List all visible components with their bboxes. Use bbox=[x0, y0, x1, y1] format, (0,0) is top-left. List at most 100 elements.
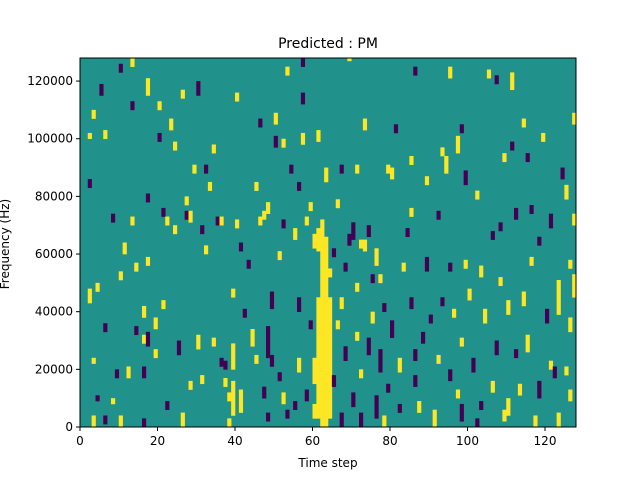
heatmap-cell-low bbox=[514, 207, 519, 220]
heatmap-cell-low bbox=[114, 369, 120, 379]
heatmap-cell-low bbox=[246, 259, 251, 269]
heatmap-cell-low bbox=[386, 383, 391, 393]
heatmap-cell-low bbox=[390, 320, 395, 338]
heatmap-cell-high bbox=[235, 92, 240, 102]
heatmap-cell-high bbox=[87, 132, 92, 140]
heatmap-cell-high bbox=[211, 337, 216, 347]
heatmap-cell-low bbox=[436, 210, 441, 220]
heatmap-cell-high bbox=[281, 392, 286, 405]
heatmap-cell-low bbox=[343, 346, 348, 361]
heatmap-cell-low bbox=[428, 314, 433, 324]
heatmap-cell-high bbox=[362, 118, 368, 131]
heatmap-cell-high bbox=[281, 138, 286, 148]
heatmap-cell-high bbox=[556, 412, 561, 428]
heatmap-cell-low bbox=[219, 357, 224, 367]
heatmap-cell-high bbox=[300, 132, 306, 145]
heatmap-cell-high bbox=[161, 300, 166, 310]
y-tick-label: 80000 bbox=[35, 189, 73, 203]
heatmap-cell-low bbox=[548, 213, 554, 229]
heatmap-cell-high bbox=[444, 156, 449, 174]
heatmap-cell-high bbox=[568, 389, 573, 402]
y-axis-label: Frequency (Hz) bbox=[0, 199, 12, 290]
x-tick-label: 80 bbox=[382, 434, 397, 448]
heatmap-cell-low bbox=[289, 164, 294, 174]
heatmap-cell-high bbox=[103, 130, 108, 140]
heatmap-cell-low bbox=[304, 389, 309, 402]
heatmap-cell-high bbox=[312, 403, 317, 419]
heatmap-cell-high bbox=[359, 369, 364, 379]
heatmap-cell-high bbox=[467, 288, 472, 301]
heatmap-cell-low bbox=[397, 403, 402, 413]
heatmap-cell-low bbox=[238, 242, 244, 252]
heatmap-cell-low bbox=[157, 132, 162, 142]
heatmap-cell-low bbox=[285, 409, 290, 419]
heatmap-cell-low bbox=[308, 320, 313, 330]
heatmap-cell-high bbox=[502, 409, 507, 422]
heatmap-cell-low bbox=[258, 118, 263, 128]
heatmap-cell-low bbox=[409, 297, 414, 310]
heatmap-cell-high bbox=[502, 153, 507, 163]
heatmap-cell-high bbox=[204, 245, 209, 255]
heatmap-cell-low bbox=[552, 366, 557, 379]
y-tick-label: 60000 bbox=[35, 247, 73, 261]
heatmap-cell-high bbox=[498, 277, 503, 287]
heatmap-cell-low bbox=[413, 375, 418, 387]
heatmap-cell-low bbox=[277, 372, 282, 382]
heatmap-cell-low bbox=[266, 412, 271, 422]
heatmap-cell-low bbox=[273, 135, 278, 148]
heatmap-cell-high bbox=[169, 118, 174, 131]
heatmap-cell-high bbox=[188, 210, 193, 223]
heatmap-cell-high bbox=[254, 181, 259, 191]
heatmap-cell-low bbox=[382, 303, 387, 312]
heatmap-cell-high bbox=[568, 259, 573, 269]
heatmap-cell-high bbox=[91, 415, 96, 428]
heatmap-cell-low bbox=[300, 92, 306, 105]
heatmap-cell-high bbox=[510, 72, 515, 91]
heatmap-cell-low bbox=[475, 418, 480, 428]
heatmap-cell-high bbox=[409, 156, 414, 165]
heatmap-cell-high bbox=[448, 66, 453, 79]
heatmap-cell-low bbox=[448, 369, 453, 382]
heatmap-cell-low bbox=[269, 291, 275, 310]
heatmap-cell-low bbox=[459, 403, 464, 422]
y-tick-label: 120000 bbox=[27, 74, 73, 88]
chart-title: Predicted : PM bbox=[278, 36, 378, 52]
heatmap-cell-high bbox=[440, 147, 445, 157]
heatmap-cell-high bbox=[355, 331, 360, 341]
heatmap-cell-low bbox=[494, 340, 499, 356]
heatmap-cell-high bbox=[165, 216, 170, 226]
x-axis: 0 20 40 60 80 100 120 bbox=[76, 427, 556, 448]
heatmap-cell-low bbox=[142, 418, 147, 428]
heatmap-cell-low bbox=[366, 225, 371, 238]
heatmap-cell-high bbox=[192, 164, 197, 174]
heatmap-cell-high bbox=[111, 398, 116, 405]
heatmap-cell-low bbox=[262, 386, 267, 399]
heatmap-cell-high bbox=[479, 265, 484, 278]
heatmap-cell-high bbox=[304, 216, 309, 226]
heatmap-cell-high bbox=[157, 101, 162, 111]
plot-area bbox=[80, 58, 577, 428]
heatmap-cell-high bbox=[312, 357, 317, 385]
heatmap-cell-low bbox=[130, 101, 135, 111]
heatmap-cell-high bbox=[173, 225, 178, 235]
heatmap-cell-high bbox=[285, 66, 290, 76]
heatmap-cell-high bbox=[335, 199, 340, 209]
heatmap-cell-low bbox=[424, 256, 430, 272]
heatmap-cell-high bbox=[572, 213, 577, 226]
heatmap-cell-low bbox=[200, 225, 205, 235]
heatmap-cell-high bbox=[223, 377, 228, 387]
heatmap-cell-low bbox=[545, 308, 550, 324]
heatmap-cell-low bbox=[529, 205, 534, 214]
heatmap-cell-low bbox=[471, 357, 476, 373]
y-tick-label: 0 bbox=[65, 420, 73, 434]
heatmap-cell-high bbox=[506, 300, 511, 315]
y-tick-label: 100000 bbox=[27, 132, 73, 146]
heatmap-cell-high bbox=[339, 297, 344, 310]
heatmap-cell-low bbox=[525, 153, 530, 163]
heatmap-cell-low bbox=[343, 262, 348, 272]
heatmap-cell-high bbox=[362, 239, 368, 252]
heatmap-cell-high bbox=[316, 130, 321, 142]
heatmap-cell-low bbox=[161, 207, 166, 217]
heatmap-cell-high bbox=[320, 219, 325, 428]
heatmap-cell-high bbox=[235, 219, 240, 229]
